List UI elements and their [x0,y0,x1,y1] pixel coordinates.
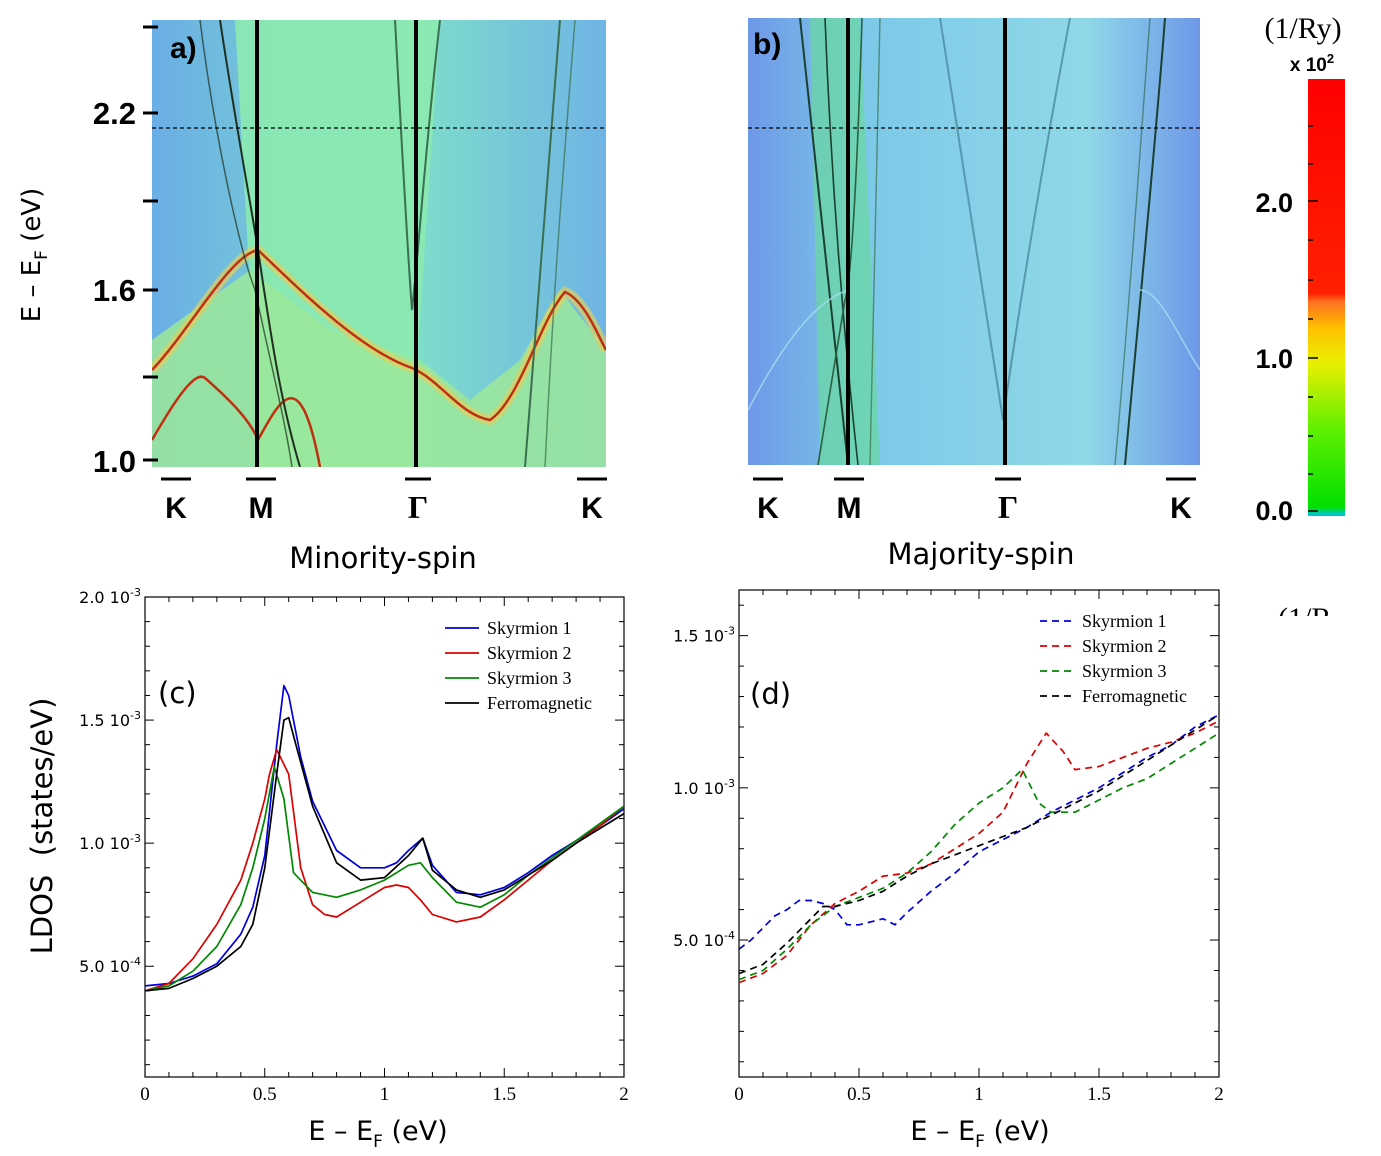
band-y-axis-title: E – EF (eV) [17,188,52,323]
colorbar-ticks [1308,125,1318,512]
band-ytick-label: 2.2 [93,96,136,131]
x-tick-label: 2 [1214,1084,1224,1105]
legend-label: Skyrmion 3 [1082,661,1167,681]
colorbar-tick-label: 2.0 [1255,188,1293,218]
band-y-axis: 2.2 1.6 1.0 [93,25,158,479]
kpoint-label: Γ [408,489,428,525]
panel-label-c: (c) [158,676,197,710]
plot-ticks: 0 0.5 1 1.5 2 2.0 10-3 1.5 10-3 1.0 10-3 5.0 10-… [79,586,629,1105]
panel-label-d: (d) [750,677,791,711]
legend-label: Skyrmion 3 [487,668,572,688]
colorbar: (1/Ry) x 102 2.0 1.0 0.0 [1255,12,1345,526]
legend-label: Skyrmion 1 [1082,611,1167,631]
series-line [739,720,1219,984]
kpoint-label: M [249,492,274,525]
legend-label: Ferromagnetic [487,693,592,713]
y-tick-label: 1.0 10-3 [79,832,141,853]
legend: Skyrmion 1 Skyrmion 2 Skyrmion 3 Ferromagne… [1040,611,1187,706]
band-map-features [748,18,1200,465]
kpoint-label: M [837,492,862,525]
x-axis-title: E – EF (eV) [308,1116,447,1152]
colorbar-tick-label: 0.0 [1255,496,1293,526]
x-tick-label: 0.5 [253,1084,277,1105]
series-line [739,714,1219,975]
ldos-plot-d: 0 0.5 1 1.5 2 1.5 10-3 1.0 10-3 5.0 10-4 (d) E … [673,589,1224,1152]
y-tick-label: 5.0 10-4 [79,955,141,976]
series-line [145,765,624,992]
x-tick-label: 1 [380,1084,390,1105]
band-panel-minority: 2.2 1.6 1.0 E – EF (eV) a) K M Γ K Minor… [17,20,607,575]
colorbar-tick-label: 1.0 [1255,344,1293,374]
band-ytick-label: 1.0 [93,444,136,479]
plot-series [739,714,1219,984]
y-tick-label: 1.5 10-3 [673,625,735,646]
legend-label: Ferromagnetic [1082,686,1187,706]
x-tick-label: 0 [140,1084,150,1105]
series-line [739,732,1219,981]
series-line [145,684,624,987]
y-tick-label: 2.0 10-3 [79,586,141,607]
kpoint-label: K [581,492,603,525]
band-ytick-label: 1.6 [93,273,136,308]
band-panel-majority: b) K M Γ K Majority-spin [748,18,1200,571]
legend-label: Skyrmion 1 [487,618,572,638]
kpoint-label: Γ [998,489,1018,525]
legend: Skyrmion 1 Skyrmion 2 Skyrmion 3 Ferromagne… [445,618,592,713]
y-axis-title: LDOS (states/eV) [25,698,59,955]
kpoint-labels-majority: K M Γ K [753,477,1196,525]
kpoint-label: K [165,492,187,525]
ldos-plot-c: 0 0.5 1 1.5 2 2.0 10-3 1.5 10-3 1.0 10-3 5.0 10-… [25,586,629,1152]
series-line [145,748,624,992]
y-tick-label: 5.0 10-4 [673,929,735,950]
colorbar-scale: x 102 [1290,51,1334,76]
x-tick-label: 0.5 [847,1084,871,1105]
panel-label-a: a) [170,32,197,65]
kpoint-label: K [757,492,779,525]
plot-ticks: 0 0.5 1 1.5 2 1.5 10-3 1.0 10-3 5.0 10-4 [673,590,1224,1105]
colorbar-unit: (1/Ry) [1264,12,1341,45]
x-tick-label: 1 [974,1084,984,1105]
plot-series [145,684,624,992]
panel-subtitle-minority: Minority-spin [289,541,477,575]
kpoint-label: K [1170,492,1192,525]
y-tick-label: 1.0 10-3 [673,777,735,798]
legend-label: Skyrmion 2 [1082,636,1167,656]
x-tick-label: 1.5 [492,1084,516,1105]
y-tick-label: 1.5 10-3 [79,709,141,730]
colorbar-gradient [1308,79,1345,516]
panel-label-b: b) [753,28,781,61]
band-map-features [152,20,606,467]
series-line [145,716,624,992]
x-axis-title: E – EF (eV) [910,1116,1049,1152]
panel-subtitle-majority: Majority-spin [887,537,1074,571]
series-line [739,714,1219,950]
kpoint-labels-minority: K M Γ K [161,477,607,525]
legend-label: Skyrmion 2 [487,643,572,663]
x-tick-label: 1.5 [1087,1084,1111,1105]
x-tick-label: 2 [619,1084,629,1105]
x-tick-label: 0 [734,1084,744,1105]
